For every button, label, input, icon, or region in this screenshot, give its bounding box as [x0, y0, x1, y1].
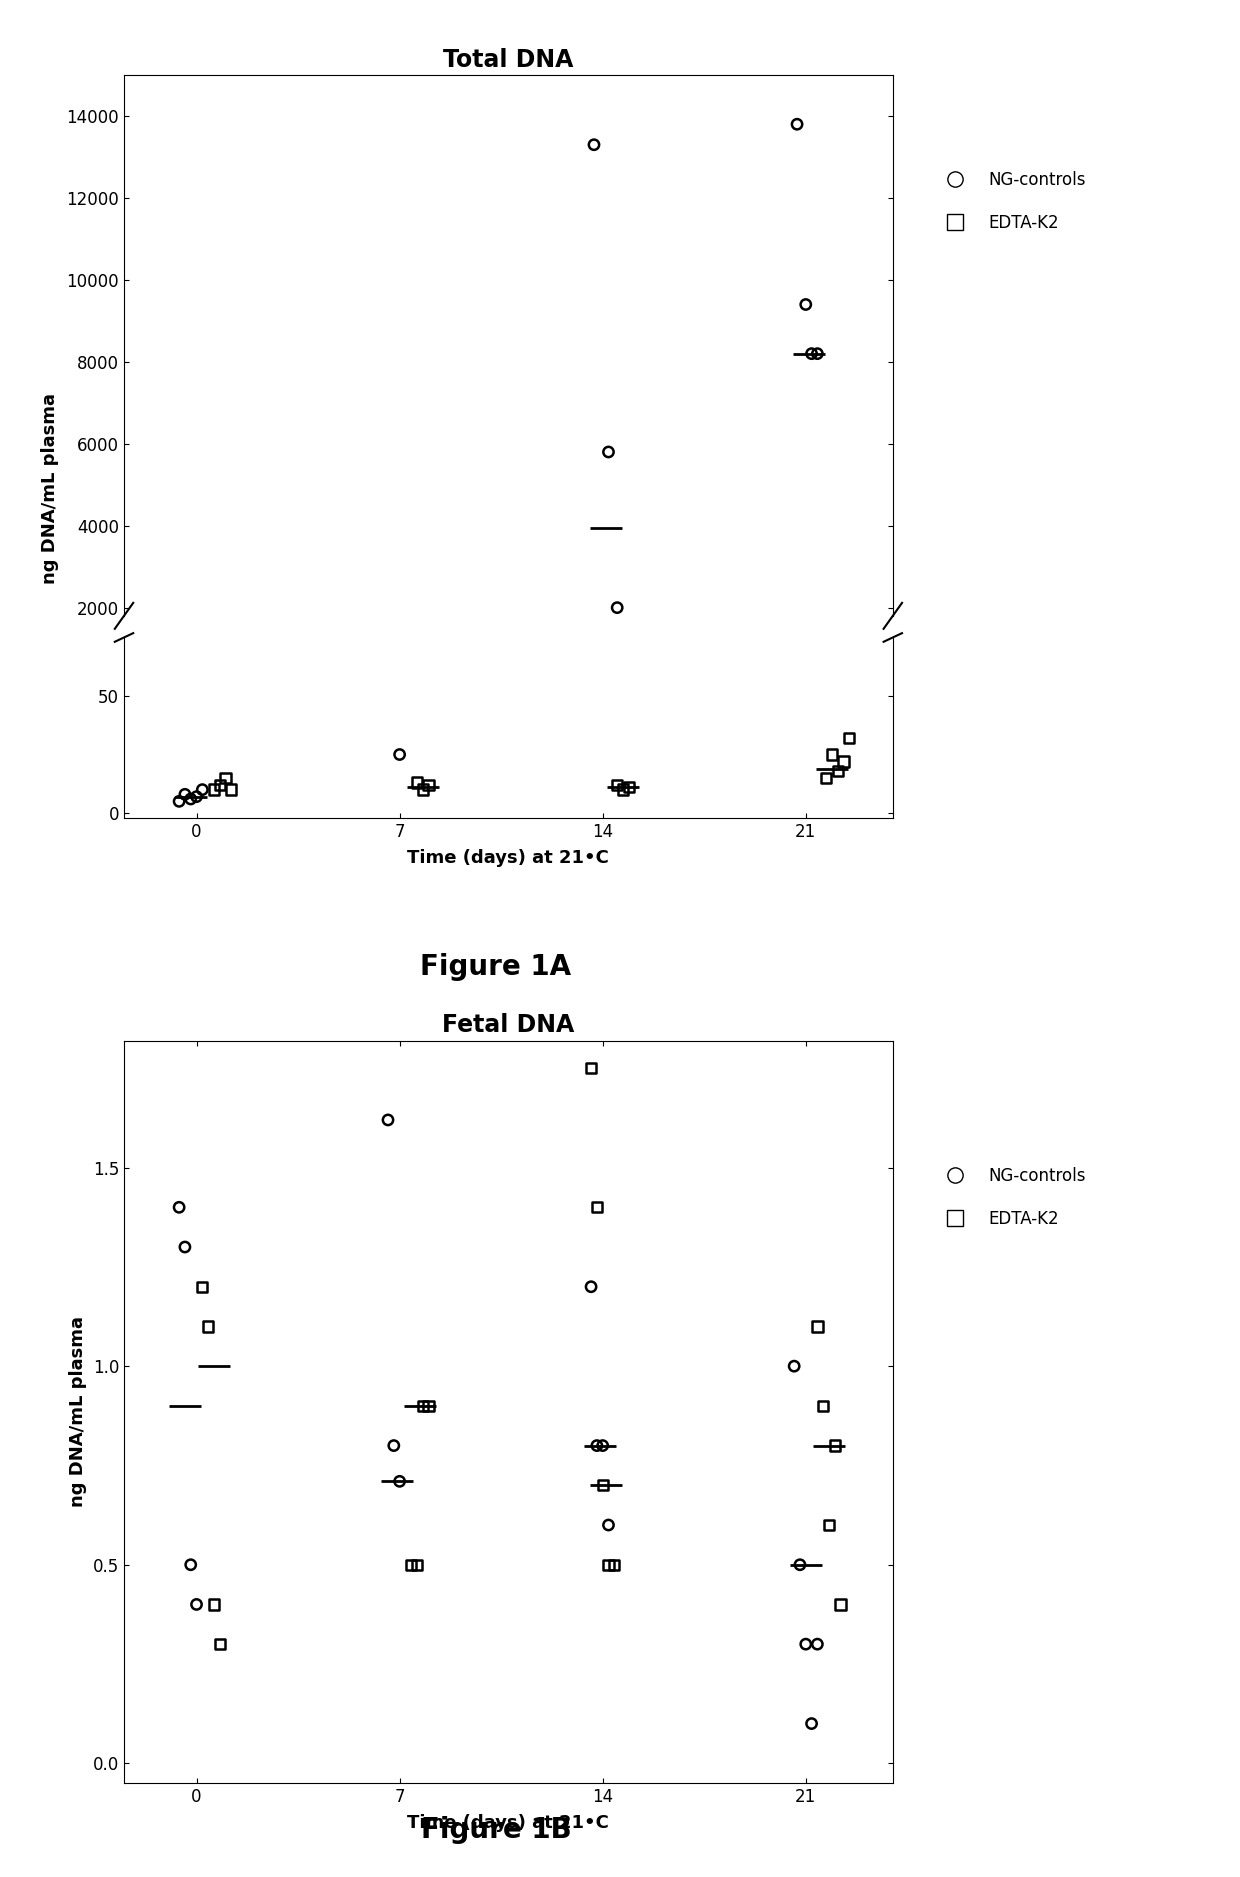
Point	[389, 740, 409, 770]
Point	[584, 130, 604, 160]
Point	[378, 1106, 398, 1136]
Point	[807, 1312, 827, 1342]
Point	[807, 1629, 827, 1659]
Point	[181, 1550, 201, 1580]
Point	[192, 1273, 212, 1303]
Point	[389, 1466, 409, 1496]
Point	[813, 1391, 833, 1421]
Point	[205, 775, 224, 805]
Point	[413, 775, 433, 805]
Point	[582, 1273, 601, 1303]
Point	[384, 625, 404, 655]
Point	[801, 1708, 821, 1738]
Legend: NG-controls, EDTA-K2: NG-controls, EDTA-K2	[932, 1160, 1092, 1235]
Point	[186, 1590, 206, 1620]
Point	[587, 1192, 606, 1222]
Point	[599, 437, 619, 467]
Legend: NG-controls, EDTA-K2: NG-controls, EDTA-K2	[932, 165, 1092, 238]
Text: ng DNA/mL plasma: ng DNA/mL plasma	[41, 392, 58, 584]
Point	[619, 771, 639, 801]
Point	[796, 289, 816, 319]
Point	[599, 1509, 619, 1539]
Point	[825, 1430, 844, 1460]
Point	[186, 781, 206, 811]
Title: Fetal DNA: Fetal DNA	[443, 1014, 574, 1038]
X-axis label: Time (days) at 21•C: Time (days) at 21•C	[408, 848, 609, 867]
Point	[402, 634, 422, 664]
Title: Total DNA: Total DNA	[443, 47, 574, 71]
Point	[822, 740, 842, 770]
Point	[593, 1430, 613, 1460]
Point	[222, 775, 242, 805]
Point	[828, 756, 848, 786]
Point	[807, 338, 827, 368]
Point	[820, 1509, 839, 1539]
Point	[205, 1590, 224, 1620]
Point	[181, 785, 201, 815]
Text: Figure 1B: Figure 1B	[420, 1817, 572, 1843]
Point	[582, 1053, 601, 1083]
Point	[210, 770, 229, 800]
Point	[407, 1550, 427, 1580]
Point	[175, 779, 195, 809]
Point	[831, 1590, 851, 1620]
Point	[613, 775, 632, 805]
Point	[198, 1312, 218, 1342]
Point	[608, 593, 627, 623]
Point	[587, 1430, 606, 1460]
Point	[784, 1351, 804, 1381]
Point	[389, 629, 409, 659]
Point	[216, 762, 236, 792]
Point	[599, 1550, 619, 1580]
X-axis label: Time (days) at 21•C: Time (days) at 21•C	[408, 1815, 609, 1832]
Point	[384, 1430, 404, 1460]
Point	[839, 723, 859, 753]
Text: Figure 1A: Figure 1A	[420, 954, 572, 980]
Point	[419, 1391, 439, 1421]
Point	[407, 768, 427, 798]
Point	[593, 1470, 613, 1500]
Point	[801, 338, 821, 368]
Point	[175, 1231, 195, 1261]
Point	[608, 770, 627, 800]
Point	[604, 1550, 624, 1580]
Point	[378, 627, 398, 657]
Point	[169, 786, 188, 816]
Point	[796, 1629, 816, 1659]
Point	[210, 1629, 229, 1659]
Point	[787, 109, 807, 139]
Point	[192, 775, 212, 805]
Y-axis label: ng DNA/mL plasma: ng DNA/mL plasma	[69, 1316, 87, 1507]
Point	[402, 1550, 422, 1580]
Point	[396, 631, 415, 661]
Point	[833, 747, 853, 777]
Point	[169, 1192, 188, 1222]
Point	[419, 770, 439, 800]
Point	[816, 762, 836, 792]
Point	[413, 1391, 433, 1421]
Point	[790, 1550, 810, 1580]
